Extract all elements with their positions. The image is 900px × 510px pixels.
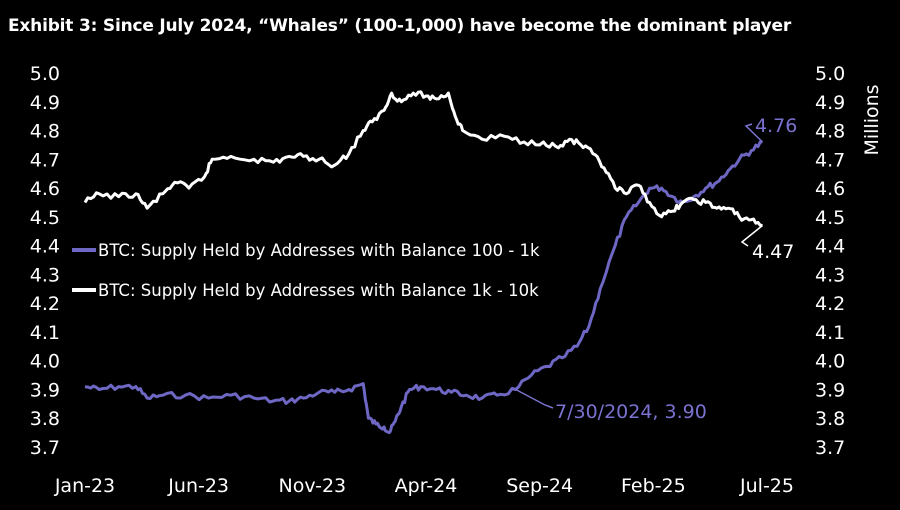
y-tick-label-right: 4.2	[815, 293, 845, 315]
legend-label: BTC: Supply Held by Addresses with Balan…	[98, 241, 540, 260]
y-tick-label-left: 4.3	[30, 264, 60, 286]
y-tick-label-left: 4.8	[30, 121, 60, 143]
y-tick-label-right: 4.6	[815, 178, 845, 200]
annotation-leader	[740, 224, 763, 247]
series-line-100-1k	[84, 140, 763, 435]
y-tick-label-right: 3.9	[815, 379, 845, 401]
annotation-label-end-100-1k: 4.76	[755, 115, 797, 137]
annotation-leader	[515, 388, 554, 409]
y-tick-label-left: 4.7	[30, 149, 60, 171]
y-axis-left: 5.0 4.9 4.8 4.7 4.6 4.5 4.4 4.3 4.2 4.1 4.0 3.9 3.8 3…	[30, 63, 60, 459]
y-tick-label-left: 4.5	[30, 207, 60, 229]
y-tick-label-right: 4.3	[815, 264, 845, 286]
y-tick-label-left: 4.6	[30, 178, 60, 200]
y-tick-label-left: 5.0	[30, 63, 60, 85]
y-tick-label-right: 4.9	[815, 92, 845, 114]
y-tick-label-right: 4.8	[815, 121, 845, 143]
x-tick-label: Jul-25	[739, 475, 794, 497]
y-tick-label-left: 4.2	[30, 293, 60, 315]
annotation-leader	[744, 123, 764, 143]
y-tick-label-right: 3.8	[815, 408, 845, 430]
x-tick-label: Sep-24	[506, 475, 573, 497]
legend: BTC: Supply Held by Addresses with Balan…	[72, 241, 540, 300]
y-tick-label-right: 4.1	[815, 322, 845, 344]
annotation-label-jul-2024: 7/30/2024, 3.90	[555, 401, 707, 423]
series-layer	[83, 90, 763, 435]
y-tick-label-left: 4.0	[30, 351, 60, 373]
y-tick-label-right: 4.4	[815, 236, 845, 258]
legend-label: BTC: Supply Held by Addresses with Balan…	[98, 281, 539, 300]
y-tick-label-right: 5.0	[815, 63, 845, 85]
y-tick-label-right: 4.0	[815, 351, 845, 373]
y-tick-label-left: 4.4	[30, 236, 60, 258]
y-tick-label-right: 4.5	[815, 207, 845, 229]
y-tick-label-left: 3.8	[30, 408, 60, 430]
x-tick-label: Apr-24	[395, 475, 458, 497]
x-tick-label: Nov-23	[279, 475, 347, 497]
x-axis: Jan-23 Jun-23 Nov-23 Apr-24 Sep-24 Feb-25 Jul-…	[54, 475, 794, 497]
y-tick-label-right: 4.7	[815, 149, 845, 171]
y-axis-unit-label: Millions	[861, 84, 883, 155]
x-tick-label: Feb-25	[621, 475, 686, 497]
x-tick-label: Jan-23	[54, 475, 115, 497]
x-tick-label: Jun-23	[167, 475, 229, 497]
y-axis-right: 5.0 4.9 4.8 4.7 4.6 4.5 4.4 4.3 4.2 4.1 4.0 3.9 3.8 3…	[815, 63, 845, 459]
y-tick-label-left: 3.9	[30, 379, 60, 401]
chart-title: Exhibit 3: Since July 2024, “Whales” (10…	[8, 16, 792, 36]
y-tick-label-left: 4.9	[30, 92, 60, 114]
y-tick-label-left: 4.1	[30, 322, 60, 344]
y-tick-label-right: 3.7	[815, 437, 845, 459]
annotations: 4.76 4.47 7/30/2024, 3.90	[515, 115, 797, 423]
annotation-label-end-1k-10k: 4.47	[752, 241, 794, 263]
y-tick-label-left: 3.7	[30, 437, 60, 459]
series-line-1k-10k	[83, 90, 763, 227]
